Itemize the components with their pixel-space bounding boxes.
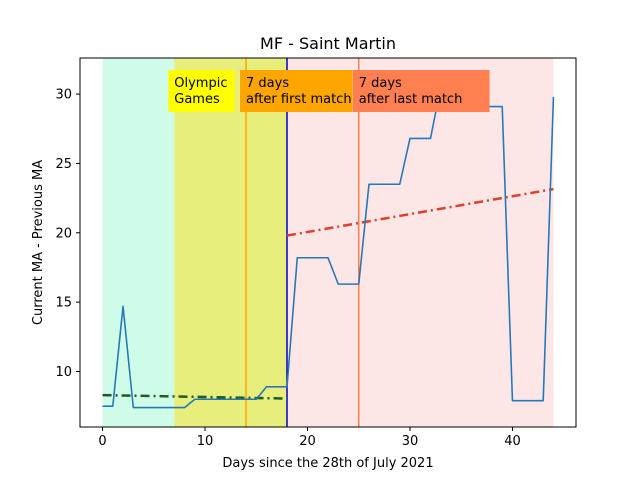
trend-lines (102, 187, 554, 400)
x-axis-ticks: 0 10 20 30 40 (98, 427, 521, 449)
reference-lines (245, 58, 360, 427)
annotation-box (168, 70, 235, 112)
trend-line-1 (286, 187, 554, 237)
y-axis-ticks: 10 15 20 25 30 (55, 88, 80, 380)
y-tick-label: 15 (55, 296, 72, 311)
y-tick-label: 30 (55, 88, 72, 103)
x-tick-label: 0 (98, 434, 106, 449)
x-tick-label: 40 (504, 434, 521, 449)
band-1 (174, 58, 288, 427)
x-tick-label: 10 (197, 434, 214, 449)
annotation-text: after first match (246, 92, 352, 107)
annotation-text: Games (174, 92, 220, 107)
x-tick-label: 20 (299, 434, 316, 449)
annotation-text: 7 days (246, 76, 289, 91)
y-tick-label: 25 (55, 157, 72, 172)
annotation-text: 7 days (359, 76, 402, 91)
x-tick-label: 30 (402, 434, 419, 449)
y-axis-label: Current MA - Previous MA (31, 160, 46, 325)
trend-line-0 (102, 393, 288, 400)
band-0 (102, 58, 175, 427)
annotation-box (240, 70, 353, 112)
chart-title: MF - Saint Martin (260, 34, 396, 53)
y-tick-label: 10 (55, 365, 72, 380)
x-axis-label: Days since the 28th of July 2021 (222, 456, 433, 471)
annotation-box (352, 70, 490, 112)
y-tick-label: 20 (55, 226, 72, 241)
annotation-text: Olympic (174, 76, 227, 91)
background-bands (102, 58, 554, 427)
plot-frame (79, 57, 577, 428)
annotation-text: after last match (359, 92, 463, 107)
band-2 (287, 58, 554, 427)
